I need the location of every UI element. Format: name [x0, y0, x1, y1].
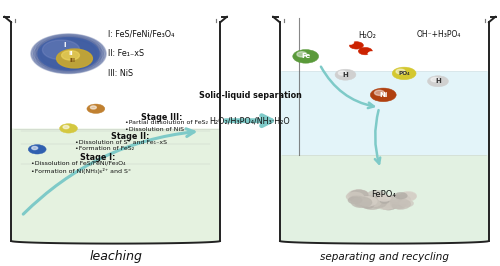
Circle shape [358, 196, 378, 206]
Circle shape [348, 189, 369, 201]
Circle shape [363, 201, 381, 210]
Circle shape [374, 90, 384, 95]
Circle shape [293, 49, 318, 63]
Text: OH⁻+H₃PO₄: OH⁻+H₃PO₄ [417, 30, 461, 39]
Circle shape [431, 77, 439, 82]
Text: Stage II:: Stage II: [111, 132, 149, 141]
Text: II: Fe₁₋xS: II: Fe₁₋xS [108, 49, 144, 58]
Circle shape [388, 195, 407, 205]
Polygon shape [280, 71, 488, 244]
Circle shape [380, 201, 397, 210]
Text: Fe: Fe [301, 53, 310, 59]
Circle shape [90, 106, 96, 109]
Circle shape [358, 202, 368, 207]
Circle shape [351, 197, 372, 208]
Text: H: H [435, 78, 441, 84]
Circle shape [350, 190, 368, 200]
Circle shape [378, 194, 391, 202]
Circle shape [338, 71, 346, 75]
Circle shape [33, 39, 99, 73]
Circle shape [40, 35, 106, 70]
Circle shape [355, 201, 364, 206]
Text: •Dissolution of S° and Fe₁₋xS
•Formation of FeS₂: •Dissolution of S° and Fe₁₋xS •Formation… [75, 140, 167, 151]
Circle shape [357, 198, 366, 203]
Text: III: III [70, 58, 76, 63]
Text: II: II [68, 51, 73, 56]
Text: H₂O₂/H₃PO₄/NH₃·H₂O: H₂O₂/H₃PO₄/NH₃·H₂O [210, 116, 290, 125]
Circle shape [335, 69, 356, 80]
Circle shape [40, 36, 106, 71]
Circle shape [32, 147, 38, 149]
Circle shape [398, 196, 410, 202]
Text: Ni: Ni [379, 92, 388, 98]
Circle shape [33, 34, 99, 69]
Circle shape [38, 38, 99, 70]
Circle shape [396, 201, 408, 207]
Circle shape [38, 34, 104, 69]
Circle shape [396, 69, 405, 74]
Circle shape [368, 51, 377, 56]
Circle shape [348, 197, 362, 204]
Text: H₂O₂: H₂O₂ [358, 31, 376, 40]
Text: PO₄: PO₄ [398, 71, 410, 76]
Circle shape [62, 51, 80, 60]
Text: H: H [342, 72, 348, 78]
Circle shape [345, 40, 354, 45]
Text: Stage III:: Stage III: [140, 113, 182, 122]
Circle shape [428, 76, 448, 87]
Circle shape [363, 195, 376, 202]
Circle shape [42, 40, 80, 60]
Polygon shape [280, 155, 488, 244]
Circle shape [297, 52, 306, 57]
Circle shape [362, 202, 374, 209]
Circle shape [375, 194, 386, 200]
Text: III: NiS: III: NiS [108, 69, 134, 78]
Circle shape [36, 34, 102, 68]
Circle shape [367, 198, 386, 208]
Circle shape [30, 36, 96, 71]
Circle shape [87, 104, 105, 114]
Circle shape [350, 42, 364, 49]
Circle shape [28, 145, 46, 154]
Circle shape [60, 124, 78, 133]
Circle shape [32, 38, 97, 72]
Text: I: FeS/FeNi/Fe₃O₄: I: FeS/FeNi/Fe₃O₄ [108, 30, 174, 39]
Text: Solid-liquid separation: Solid-liquid separation [198, 91, 302, 100]
Circle shape [390, 199, 411, 210]
Circle shape [367, 190, 386, 200]
Circle shape [358, 47, 372, 55]
Circle shape [38, 39, 104, 73]
Circle shape [370, 88, 396, 102]
Text: •Dissolution of FeS/FeNi/Fe₃O₄
•Formation of Ni(NH₃)₆²⁺ and S°: •Dissolution of FeS/FeNi/Fe₃O₄ •Formatio… [31, 161, 131, 174]
Circle shape [365, 196, 380, 204]
Circle shape [384, 196, 394, 200]
Circle shape [400, 198, 410, 203]
Circle shape [364, 198, 382, 207]
Circle shape [375, 198, 396, 210]
Text: Stage I:: Stage I: [80, 153, 116, 162]
Circle shape [384, 201, 396, 208]
Polygon shape [12, 128, 220, 244]
Circle shape [380, 199, 389, 204]
Circle shape [392, 67, 416, 80]
Text: FePO₄: FePO₄ [371, 190, 396, 199]
Circle shape [400, 192, 416, 201]
Circle shape [36, 39, 102, 74]
Text: separating and recycling: separating and recycling [320, 252, 449, 262]
Circle shape [40, 38, 106, 72]
Circle shape [400, 200, 413, 207]
Circle shape [366, 197, 376, 203]
Circle shape [392, 202, 406, 209]
Circle shape [346, 192, 364, 201]
Circle shape [394, 192, 407, 199]
Text: •Partial dissolution of FeS₂
•Dissolution of NiS: •Partial dissolution of FeS₂ •Dissolutio… [124, 120, 208, 132]
Circle shape [56, 49, 92, 68]
Circle shape [63, 126, 69, 129]
Circle shape [400, 191, 416, 200]
Circle shape [350, 195, 363, 202]
Text: leaching: leaching [90, 250, 142, 263]
Circle shape [32, 35, 97, 70]
Text: I: I [64, 42, 66, 48]
